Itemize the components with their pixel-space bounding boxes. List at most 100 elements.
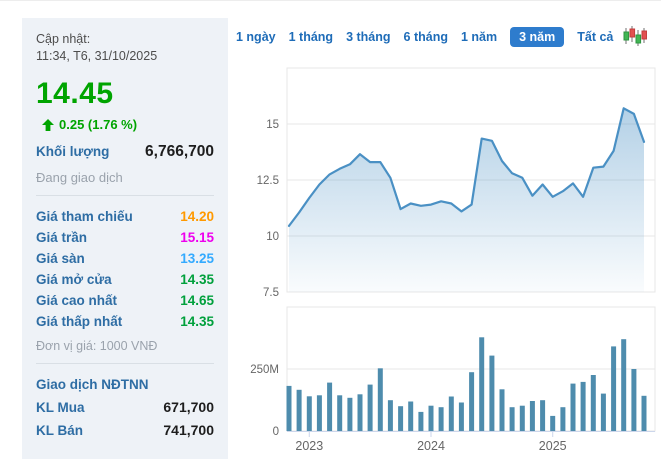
volume-bar (621, 339, 627, 431)
volume-bar (580, 381, 586, 431)
divider (36, 195, 214, 196)
volume-bar (631, 369, 637, 431)
quote-row-label: Giá tham chiếu (36, 209, 133, 224)
volume-bar (509, 407, 515, 431)
volume-bar (550, 415, 556, 431)
quote-row-5: Giá thấp nhất 14.35 (36, 311, 214, 332)
updated-time: 11:34, T6, 31/10/2025 (36, 48, 158, 63)
current-price: 14.45 (36, 77, 114, 110)
volume-bar (448, 396, 454, 431)
volume-bar (408, 401, 414, 431)
volume-bar (438, 407, 444, 431)
quote-row-value: 15.15 (180, 230, 214, 245)
volume-bar (286, 385, 292, 431)
foreign-row-value: 671,700 (163, 399, 214, 415)
range-tabs: 1 ngày 1 tháng 3 tháng 6 tháng 1 năm 3 năm Tất… (236, 25, 648, 48)
quote-rows: Giá tham chiếu 14.20 Giá trần 15.15 Giá sàn 1… (36, 206, 214, 332)
volume-bar (570, 383, 576, 431)
range-tab-tất-cả[interactable]: Tất cả (577, 27, 613, 47)
volume-bar (398, 406, 404, 431)
foreign-row-label: KL Mua (36, 400, 85, 415)
quote-row-value: 13.25 (180, 251, 214, 266)
quote-row-label: Giá thấp nhất (36, 314, 123, 329)
quote-row-1: Giá trần 15.15 (36, 227, 214, 248)
volume-bar (357, 394, 363, 431)
volume-value: 6,766,700 (145, 143, 214, 160)
volume-bar (641, 395, 647, 431)
volume-bar (327, 382, 333, 431)
quote-row-value: 14.35 (180, 272, 214, 287)
volume-bar (611, 346, 617, 431)
foreign-row-1: KL Bán 741,700 (36, 419, 214, 442)
foreign-rows: KL Mua 671,700 KL Bán 741,700 (36, 396, 214, 442)
price-ytick-label: 7.5 (263, 287, 279, 299)
quote-row-value: 14.35 (180, 314, 214, 329)
candlestick-chart-icon[interactable] (621, 25, 648, 48)
volume-bar (367, 384, 373, 431)
updated-label: Cập nhật: (36, 32, 91, 46)
trading-status: Đang giao dịch (36, 170, 123, 185)
divider (36, 363, 214, 364)
volume-bar (499, 389, 505, 431)
volume-ytick-label: 250M (250, 364, 279, 376)
price-change: 0.25 (1.76 %) (42, 117, 214, 132)
price-unit-note: Đơn vị giá: 1000 VNĐ (36, 339, 158, 353)
range-tab-1-tháng[interactable]: 1 tháng (289, 27, 333, 47)
price-change-text: 0.25 (1.76 %) (59, 117, 138, 132)
quote-row-0: Giá tham chiếu 14.20 (36, 206, 214, 227)
volume-gridlines: 0 250M (250, 364, 655, 438)
volume-bar (529, 401, 535, 431)
quote-row-label: Giá mở cửa (36, 272, 112, 287)
volume-bar (489, 355, 495, 431)
x-axis-year-label: 2023 (295, 439, 323, 453)
price-ytick-label: 10 (266, 231, 279, 243)
range-tab-1-năm[interactable]: 1 năm (461, 27, 497, 47)
volume-bar (316, 395, 322, 431)
quote-row-3: Giá mở cửa 14.35 (36, 269, 214, 290)
quote-row-value: 14.20 (180, 209, 214, 224)
volume-label: Khối lượng (36, 144, 110, 159)
tab-buttons: 1 ngày 1 tháng 3 tháng 6 tháng 1 năm 3 năm Tất… (236, 26, 613, 47)
volume-bar (387, 400, 393, 431)
x-axis-year-label: 2024 (417, 439, 445, 453)
volume-bar (337, 395, 343, 431)
volume-bar (377, 368, 383, 431)
x-axis-year-label: 2025 (539, 439, 567, 453)
volume-bar (479, 337, 485, 431)
price-area-fill (289, 108, 644, 292)
volume-bar (418, 411, 424, 431)
quote-row-4: Giá cao nhất 14.65 (36, 290, 214, 311)
volume-bar (428, 405, 434, 431)
price-ytick-label: 15 (266, 119, 279, 131)
range-tab-1-ngày[interactable]: 1 ngày (236, 27, 276, 47)
volume-bar (600, 393, 606, 431)
volume-bar (540, 400, 546, 431)
volume-bars (286, 337, 647, 431)
price-line-series (287, 107, 646, 227)
foreign-row-value: 741,700 (163, 422, 214, 438)
volume-bar (560, 407, 566, 431)
volume-row: Khối lượng 6,766,700 (36, 143, 214, 161)
foreign-row-0: KL Mua 671,700 (36, 396, 214, 419)
volume-bar (347, 397, 353, 431)
volume-bar (519, 405, 525, 431)
price-ytick-label: 12.5 (257, 175, 279, 187)
volume-bar (296, 389, 302, 431)
volume-ytick-label: 0 (273, 426, 279, 438)
quote-row-value: 14.65 (180, 293, 214, 308)
volume-bar (469, 372, 475, 431)
quote-row-label: Giá sàn (36, 251, 85, 266)
range-tab-3-tháng[interactable]: 3 tháng (346, 27, 390, 47)
range-tab-6-tháng[interactable]: 6 tháng (404, 27, 448, 47)
quote-row-label: Giá trần (36, 230, 88, 245)
last-updated: Cập nhật: 11:34, T6, 31/10/2025 (36, 31, 214, 64)
foreign-trading-header: Giao dịch NĐTNN (36, 377, 149, 392)
range-tab-3-năm[interactable]: 3 năm (510, 26, 565, 47)
quote-row-2: Giá sàn 13.25 (36, 248, 214, 269)
quote-panel: Cập nhật: 11:34, T6, 31/10/2025 14.45 0.… (22, 18, 228, 459)
volume-bar (306, 396, 312, 431)
volume-bar (590, 375, 596, 431)
foreign-row-label: KL Bán (36, 423, 84, 438)
